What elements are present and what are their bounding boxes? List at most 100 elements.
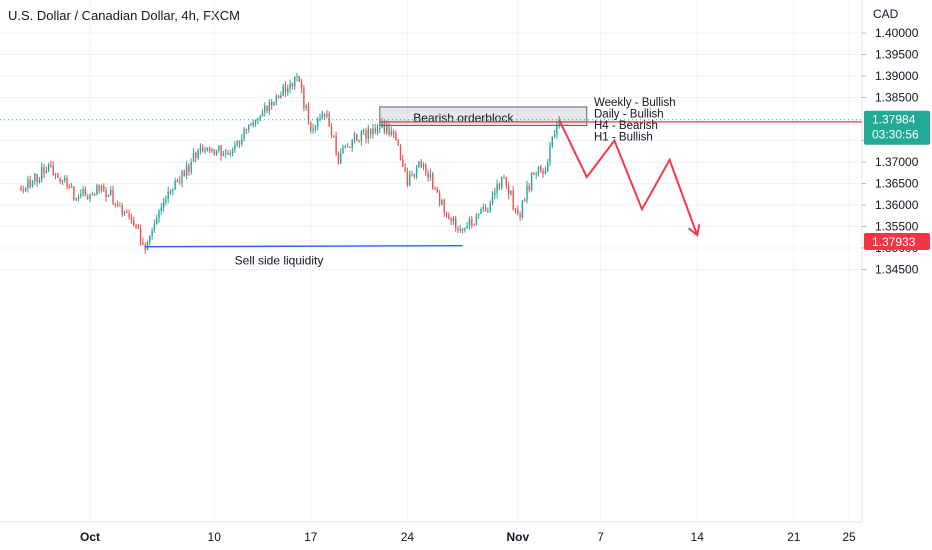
candle-body — [402, 159, 404, 167]
candle-body — [420, 161, 422, 167]
candle-body — [553, 134, 556, 137]
candle-body — [197, 150, 199, 158]
candle — [544, 166, 547, 175]
candle — [415, 164, 418, 180]
candle — [496, 179, 498, 199]
time-tick-label: 21 — [787, 530, 801, 544]
candle-body — [213, 149, 215, 155]
candle — [130, 213, 133, 224]
candle-body — [63, 178, 66, 181]
candle-body — [293, 76, 296, 87]
candle — [335, 131, 337, 157]
candle-body — [289, 83, 291, 89]
candle-body — [353, 134, 356, 140]
candle — [293, 76, 296, 91]
candle-body — [429, 173, 432, 178]
candle-body — [422, 164, 425, 167]
candle — [374, 123, 376, 135]
candle-body — [431, 173, 434, 189]
candle-body — [275, 95, 278, 103]
candle — [273, 101, 275, 106]
candle-body — [514, 209, 517, 211]
candle — [438, 189, 441, 207]
projection-arrowhead — [687, 224, 701, 237]
candle-body — [169, 190, 172, 192]
candle — [436, 186, 439, 193]
candle-body — [503, 177, 505, 179]
candle-body — [282, 86, 284, 96]
candle — [526, 180, 528, 204]
candle — [27, 175, 29, 193]
candle — [250, 122, 252, 127]
candle — [172, 188, 174, 196]
countdown-value: 03:30:56 — [872, 128, 919, 142]
candle-body — [181, 170, 183, 183]
candle-body — [231, 149, 234, 154]
candle-body — [335, 136, 337, 155]
candle-body — [305, 105, 307, 108]
candle-body — [390, 131, 393, 135]
candle-body — [533, 172, 535, 175]
candle-body — [34, 173, 36, 181]
candle-body — [413, 174, 416, 177]
candle-body — [22, 189, 25, 191]
candle-body — [551, 136, 554, 146]
candle — [556, 121, 558, 139]
candle-body — [441, 200, 443, 205]
candle-body — [362, 130, 365, 132]
candle-series — [20, 72, 560, 254]
level-price-value: 1.37933 — [872, 235, 916, 249]
candle-body — [507, 185, 510, 195]
candle — [254, 119, 257, 128]
candle — [77, 194, 80, 202]
candle — [494, 188, 496, 200]
candle — [112, 185, 114, 206]
candle-body — [206, 147, 209, 151]
candle-body — [521, 200, 524, 218]
candle — [459, 224, 462, 233]
candle — [89, 193, 91, 203]
candle — [91, 191, 94, 196]
candle-body — [75, 198, 77, 200]
candle — [57, 172, 59, 178]
candle — [275, 94, 278, 106]
candle-body — [466, 225, 468, 229]
candle — [365, 127, 367, 144]
candle-body — [222, 152, 225, 156]
candle — [339, 148, 342, 164]
time-tick-label: 24 — [401, 530, 415, 544]
candle-body — [372, 128, 374, 135]
candle-body — [254, 120, 257, 123]
candle-body — [45, 170, 48, 174]
candle — [429, 168, 432, 181]
candle-body — [188, 165, 190, 172]
candle — [45, 166, 48, 174]
candle — [530, 171, 533, 192]
candle — [73, 186, 75, 201]
candle-body — [91, 194, 94, 196]
candle-body — [190, 161, 192, 172]
candle — [236, 140, 238, 148]
chart-grid — [0, 0, 862, 522]
candle — [385, 120, 388, 135]
candle-body — [96, 185, 98, 195]
bias-note-line: H4 - Bearish — [594, 120, 658, 132]
candle — [197, 148, 199, 160]
candle — [300, 78, 303, 94]
bias-note-line: Daily - Bullish — [594, 109, 664, 121]
candle — [390, 126, 393, 137]
candle-body — [114, 203, 117, 205]
candle — [109, 186, 112, 196]
candle-body — [388, 124, 390, 135]
candle — [540, 165, 542, 173]
candle-body — [199, 147, 202, 151]
candle-body — [57, 173, 59, 178]
candle — [346, 143, 349, 148]
candle — [160, 203, 163, 215]
candle-body — [540, 166, 542, 172]
candle — [139, 224, 142, 246]
candle-body — [103, 185, 105, 192]
candle-body — [346, 146, 349, 148]
candle — [29, 175, 31, 189]
